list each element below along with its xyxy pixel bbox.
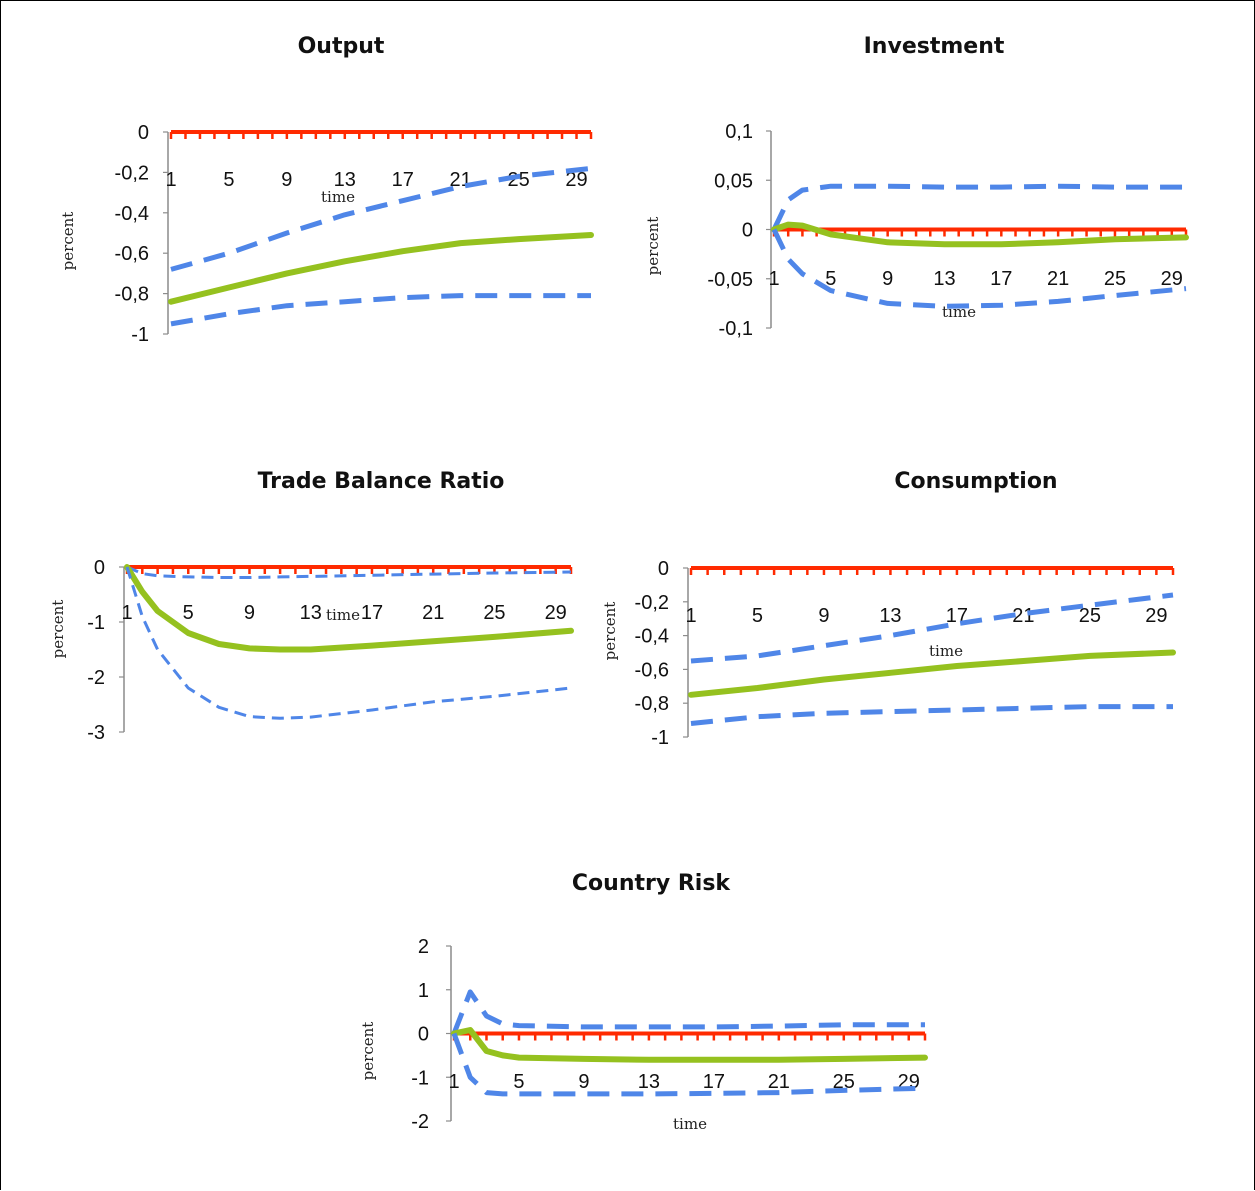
panel-3-y-axis-label: percent — [49, 600, 67, 659]
panel-1-y-tick-label: -1 — [131, 324, 149, 346]
panel-5-y-tick-label: 2 — [418, 936, 429, 958]
panel-4-x-tick-label: 1 — [685, 605, 696, 627]
panel-3-x-tick-label: 29 — [545, 602, 567, 624]
panel-4-x-tick-label: 25 — [1079, 605, 1101, 627]
panel-5-x-tick-label: 9 — [578, 1071, 589, 1093]
panel-4-y-tick-label: -0,2 — [635, 592, 669, 614]
panel-5-series-lower — [451, 1032, 926, 1097]
panel-2-y-tick-label: -0,1 — [719, 318, 753, 340]
panel-3-x-tick-label: 25 — [483, 602, 505, 624]
panel-3-x-tick-label: 17 — [361, 602, 383, 624]
panel-2-x-tick-label: 13 — [933, 268, 955, 290]
panel-3-title: Trade Balance Ratio — [258, 469, 505, 494]
panel-4-y-tick-label: -1 — [651, 727, 669, 749]
panel-4-x-axis-label: time — [929, 642, 963, 660]
panel-3-series-median — [124, 564, 574, 653]
panel-2-series-lower — [771, 228, 1187, 309]
panel-4-series-lower — [690, 704, 1173, 726]
panel-1-x-axis-label: time — [321, 188, 355, 206]
panel-4-x-tick-label: 13 — [879, 605, 901, 627]
panel-3-x-tick-label: 1 — [121, 602, 132, 624]
panel-2-x-tick-label: 29 — [1161, 268, 1183, 290]
panel-5-y-tick-label: -2 — [411, 1111, 429, 1133]
panel-4-title: Consumption — [894, 469, 1057, 494]
panel-5-x-tick-label: 25 — [833, 1071, 855, 1093]
panel-2-title: Investment — [864, 34, 1005, 59]
panel-5-x-tick-label: 21 — [768, 1071, 790, 1093]
panel-3-x-axis-label: time — [326, 606, 360, 624]
panel-1-y-tick-label: -0,6 — [115, 243, 149, 265]
panel-5-x-tick-label: 17 — [703, 1071, 725, 1093]
panel-1-x-tick-label: 9 — [281, 169, 292, 191]
panel-1-x-tick-label: 5 — [223, 169, 234, 191]
panel-2-y-tick-label: 0 — [742, 220, 753, 242]
panel-1-x-tick-label: 29 — [565, 169, 587, 191]
panel-5-y-tick-label: 1 — [418, 980, 429, 1002]
panel-2-y-tick-label: 0,1 — [725, 121, 753, 143]
panel-1-series-upper — [170, 165, 592, 272]
panel-3-y-tick-label: -2 — [87, 667, 105, 689]
panel-1-series-lower — [170, 293, 591, 327]
panel-1-y-tick-label: -0,8 — [115, 284, 149, 306]
panel-5-series-upper — [451, 989, 925, 1035]
panel-1-x-tick-label: 25 — [507, 169, 529, 191]
panel-1-x-tick-label: 1 — [165, 169, 176, 191]
panel-3-series-lower — [125, 566, 572, 720]
panel-3-x-tick-label: 21 — [422, 602, 444, 624]
panel-1-y-tick-label: -0,4 — [115, 203, 149, 225]
panel-5-series-median — [451, 1027, 928, 1063]
panel-4-y-axis-label: percent — [601, 602, 619, 661]
panel-1-y-tick-label: 0 — [138, 122, 149, 144]
panel-1-y-tick-label: -0,2 — [115, 162, 149, 184]
panel-2-x-tick-label: 25 — [1104, 268, 1126, 290]
panel-5-y-tick-label: -1 — [411, 1067, 429, 1089]
panel-4-y-tick-label: 0 — [658, 558, 669, 580]
panel-3-series-upper — [126, 565, 572, 579]
panel-1-title: Output — [298, 34, 385, 59]
panel-5-y-axis-label: percent — [359, 1022, 377, 1081]
panel-3-x-tick-label: 9 — [244, 602, 255, 624]
panel-1-y-axis-label: percent — [59, 212, 77, 271]
panel-4-series-median — [688, 649, 1176, 698]
panel-5-x-tick-label: 1 — [448, 1071, 459, 1093]
panel-3-y-tick-label: -1 — [87, 612, 105, 634]
panel-2-x-tick-label: 5 — [825, 268, 836, 290]
panel-3-x-tick-label: 5 — [183, 602, 194, 624]
panel-5-x-axis-label: time — [673, 1115, 707, 1133]
panel-4-x-tick-label: 5 — [752, 605, 763, 627]
panel-5-x-tick-label: 5 — [513, 1071, 524, 1093]
panel-2-y-tick-label: -0,05 — [707, 269, 753, 291]
panel-2-series-upper — [771, 183, 1186, 231]
panel-4-y-tick-label: -0,6 — [635, 659, 669, 681]
panel-5-title: Country Risk — [572, 871, 732, 896]
panel-4-x-tick-label: 29 — [1145, 605, 1167, 627]
panel-4-series-upper — [690, 592, 1174, 664]
panel-2-x-tick-label: 9 — [882, 268, 893, 290]
panel-2-x-tick-label: 21 — [1047, 268, 1069, 290]
panel-2-y-tick-label: 0,05 — [714, 170, 753, 192]
panel-1-x-tick-label: 17 — [392, 169, 414, 191]
panel-5-y-tick-label: 0 — [418, 1024, 429, 1046]
panel-3-y-tick-label: 0 — [94, 557, 105, 579]
panel-4-x-tick-label: 9 — [818, 605, 829, 627]
panel-4-y-tick-label: -0,8 — [635, 693, 669, 715]
panel-1-x-tick-label: 13 — [334, 169, 356, 191]
panel-1-series-median — [168, 232, 594, 305]
panel-4-y-tick-label: -0,4 — [635, 626, 669, 648]
panel-2-y-axis-label: percent — [644, 217, 662, 276]
panel-2-x-tick-label: 1 — [768, 268, 779, 290]
panel-5-x-tick-label: 13 — [638, 1071, 660, 1093]
panel-3-y-tick-label: -3 — [87, 722, 105, 744]
panel-2-series-median — [771, 221, 1189, 248]
panel-2-x-tick-label: 17 — [990, 268, 1012, 290]
panel-3-x-tick-label: 13 — [300, 602, 322, 624]
